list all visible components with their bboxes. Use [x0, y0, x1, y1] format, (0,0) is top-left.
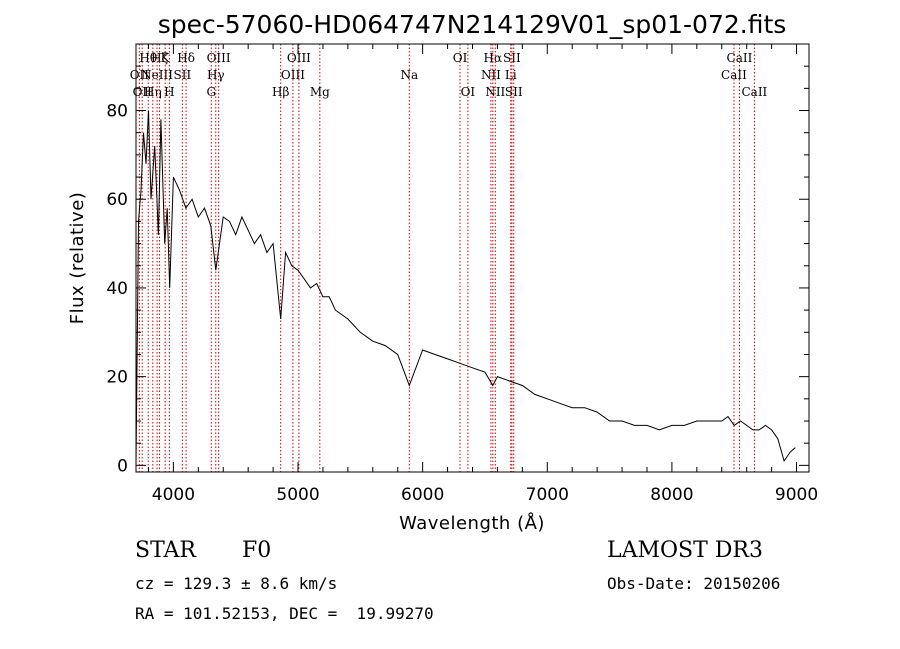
plot-frame: [135, 43, 810, 473]
line-marker-label: OII: [130, 68, 150, 82]
line-marker-label: Hδ: [177, 51, 195, 65]
line-marker-label: NeIII: [141, 68, 173, 82]
line-marker-label: OIII: [287, 51, 311, 65]
x-tick-label: 5000: [276, 485, 319, 505]
line-marker-label: OI: [461, 85, 476, 99]
chart-title: spec-57060-HD064747N214129V01_sp01-072.f…: [158, 10, 787, 39]
x-tick-label: 9000: [775, 485, 818, 505]
line-marker-label: SII: [174, 68, 192, 82]
line-marker-label: SII: [505, 85, 523, 99]
x-axis-label: Wavelength (Å): [399, 512, 545, 534]
line-marker-label: Hα: [484, 51, 503, 65]
line-marker-label: Hη: [144, 85, 162, 99]
y-tick-label: 0: [117, 456, 128, 476]
line-marker-label: G: [206, 85, 216, 99]
line-marker-label: OI: [453, 51, 468, 65]
y-tick-label: 80: [106, 102, 128, 122]
line-marker-label: Hζ: [151, 51, 168, 65]
x-tick-label: 6000: [401, 485, 444, 505]
line-marker-label: OIII: [281, 68, 305, 82]
line-marker-label: CaII: [727, 51, 753, 65]
x-tick-label: 4000: [152, 485, 195, 505]
line-marker-label: OIII: [207, 51, 231, 65]
y-tick-label: 60: [106, 190, 128, 210]
survey-name: LAMOST DR3: [607, 538, 763, 563]
coordinates: RA = 101.52153, DEC = 19.99270: [135, 604, 434, 623]
line-marker-label: K: [161, 51, 171, 65]
line-marker-label: Hβ: [272, 85, 289, 99]
x-tick-label: 8000: [650, 485, 693, 505]
object-subclass: F0: [242, 538, 272, 563]
y-tick-label: 20: [106, 368, 128, 388]
axis-ticks: 4000 5000 6000 7000 8000 9000 0 20 40 60 80: [106, 43, 818, 505]
y-axis-label: Flux (relative): [67, 192, 88, 325]
line-marker-label: SII: [503, 51, 521, 65]
line-marker-label: NII: [481, 68, 501, 82]
line-marker-label: Hγ: [207, 68, 225, 82]
line-marker-label: CaII: [721, 68, 747, 82]
line-marker-label: CaII: [741, 85, 767, 99]
x-tick-label: 7000: [526, 485, 569, 505]
redshift-line: cz = 129.3 ± 8.6 km/s: [135, 574, 338, 593]
line-marker-label: Mg: [310, 85, 330, 99]
line-marker-label: Na: [400, 68, 418, 82]
obs-date: Obs-Date: 20150206: [607, 574, 781, 593]
line-markers: OIIOIIHθHηNeIIIHζKHSIIHδGHγOIIIHβOIIIOII…: [130, 44, 768, 472]
spectrum-line: [135, 110, 796, 466]
line-marker-label: Li: [505, 68, 517, 82]
object-class: STAR: [135, 538, 196, 563]
line-marker-label: H: [164, 85, 174, 99]
line-marker-label: NII: [485, 85, 505, 99]
y-tick-label: 40: [106, 279, 128, 299]
